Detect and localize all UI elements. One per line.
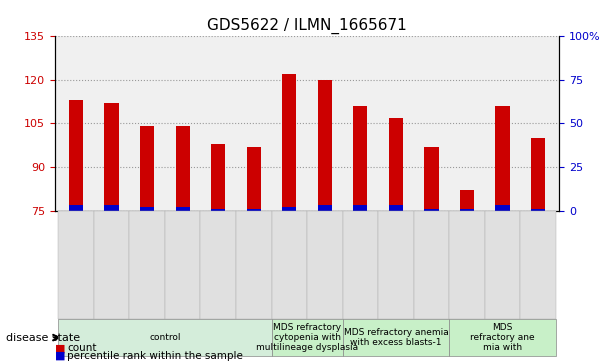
Bar	[353, 205, 367, 211]
Text: control: control	[149, 333, 181, 342]
Bar	[140, 126, 154, 211]
Bar	[165, 211, 201, 319]
Bar	[413, 211, 449, 319]
Bar	[272, 319, 342, 356]
Bar	[389, 118, 403, 211]
Bar	[460, 190, 474, 211]
Text: disease state: disease state	[6, 333, 80, 343]
Bar	[342, 319, 449, 356]
Bar	[307, 211, 342, 319]
Title: GDS5622 / ILMN_1665671: GDS5622 / ILMN_1665671	[207, 17, 407, 33]
Bar	[247, 209, 261, 211]
Text: MDS refractory
cytopenia with
multilineage dysplasia: MDS refractory cytopenia with multilinea…	[256, 323, 358, 352]
Bar	[105, 205, 119, 211]
Bar	[211, 144, 226, 211]
Text: percentile rank within the sample: percentile rank within the sample	[67, 351, 243, 361]
Bar	[58, 319, 272, 356]
Bar	[176, 207, 190, 211]
Bar	[460, 209, 474, 211]
Bar	[201, 211, 236, 319]
Bar	[94, 211, 130, 319]
Bar	[389, 205, 403, 211]
Bar	[211, 209, 226, 211]
Text: MDS refractory anemia
with excess blasts-1: MDS refractory anemia with excess blasts…	[344, 328, 448, 347]
Bar	[58, 211, 94, 319]
Bar	[353, 106, 367, 211]
Bar	[485, 211, 520, 319]
Bar	[449, 211, 485, 319]
Bar	[520, 211, 556, 319]
Bar	[342, 211, 378, 319]
Bar	[176, 126, 190, 211]
Bar	[69, 205, 83, 211]
Bar	[424, 147, 438, 211]
Bar	[236, 211, 272, 319]
Bar	[531, 209, 545, 211]
Text: count: count	[67, 343, 97, 354]
Bar	[282, 74, 296, 211]
Bar	[424, 209, 438, 211]
Bar	[282, 207, 296, 211]
Bar	[247, 147, 261, 211]
Bar	[140, 207, 154, 211]
Bar	[531, 138, 545, 211]
Bar	[318, 205, 332, 211]
Text: ■: ■	[55, 351, 65, 361]
Bar	[496, 106, 510, 211]
Bar	[105, 103, 119, 211]
Bar	[69, 100, 83, 211]
Bar	[130, 211, 165, 319]
Text: ■: ■	[55, 343, 65, 354]
Bar	[272, 211, 307, 319]
Bar	[318, 80, 332, 211]
Bar	[378, 211, 413, 319]
Text: MDS
refractory ane
mia with: MDS refractory ane mia with	[470, 323, 535, 352]
Bar	[496, 205, 510, 211]
Bar	[449, 319, 556, 356]
